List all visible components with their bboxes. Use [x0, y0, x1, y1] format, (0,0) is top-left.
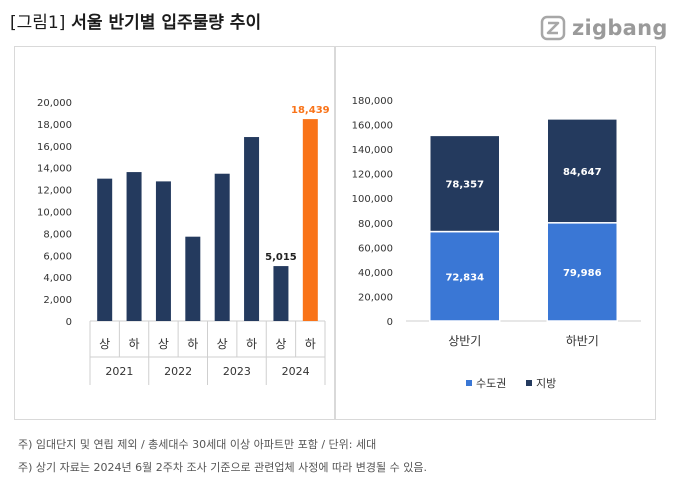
x-tick-label: 상 [99, 337, 110, 351]
y-tick-label: 60,000 [358, 243, 393, 254]
stack-segment [546, 222, 618, 322]
chart-title: [그림1] 서울 반기별 입주물량 추이 [10, 8, 261, 33]
y-tick-label: 140,000 [352, 145, 393, 156]
footnote-2: 주) 상기 자료는 2024년 6월 2주차 조사 기준으로 관련업체 사정에 … [18, 461, 427, 474]
stack-segment [429, 230, 501, 322]
x-tick-label: 하 [129, 337, 140, 351]
x-tick-label: 상 [217, 337, 228, 351]
y-tick-label: 2,000 [43, 295, 72, 306]
y-tick-label: 20,000 [358, 292, 393, 303]
zigbang-logo: zigbang [540, 14, 668, 42]
bar [273, 266, 289, 321]
x-tick-label: 하반기 [566, 334, 599, 348]
figure-label: [그림1] [10, 13, 66, 33]
y-tick-label: 100,000 [352, 194, 393, 205]
x-tick-label: 상 [275, 337, 286, 351]
bar [97, 178, 113, 321]
y-tick-label: 0 [387, 317, 393, 328]
y-tick-label: 16,000 [37, 142, 72, 153]
x-tick-label: 하 [305, 337, 316, 351]
data-label: 78,357 [445, 179, 484, 190]
y-tick-label: 6,000 [43, 251, 72, 262]
region-stacked-chart: 0 20,000 40,000 60,000 80,000 100,000 120,000 1… [352, 96, 641, 390]
logo-wordmark: zigbang [572, 16, 668, 40]
x-tick-label: 하 [187, 337, 198, 351]
bar [214, 173, 230, 321]
stack-segment [429, 134, 501, 233]
y-tick-label: 18,000 [37, 120, 72, 131]
y-tick-label: 0 [66, 317, 72, 328]
zigbang-logo-icon [540, 15, 566, 41]
stack-segment [546, 118, 618, 224]
y-tick-label: 4,000 [43, 273, 72, 284]
y-tick-label: 160,000 [352, 121, 393, 132]
y-tick-label: 120,000 [352, 170, 393, 181]
x-tick-label: 상반기 [448, 334, 481, 348]
x-group-label: 2023 [223, 365, 251, 378]
data-label: 72,834 [445, 272, 484, 283]
x-group-label: 2024 [282, 365, 310, 378]
x-tick-label: 상 [158, 337, 169, 351]
right-chart-panel: 0 20,000 40,000 60,000 80,000 100,000 120,000 1… [335, 46, 656, 420]
x-group-label: 2022 [164, 365, 192, 378]
bar [185, 236, 201, 321]
data-label: 84,647 [563, 167, 602, 178]
legend-label: 수도권 [476, 377, 506, 390]
data-label: 5,015 [265, 252, 297, 263]
y-tick-label: 12,000 [37, 186, 72, 197]
bar [126, 172, 142, 321]
bar [155, 181, 171, 321]
y-tick-label: 180,000 [352, 96, 393, 107]
y-tick-label: 80,000 [358, 219, 393, 230]
y-tick-label: 14,000 [37, 164, 72, 175]
x-tick-label: 하 [246, 337, 257, 351]
half-year-supply-chart: 0 2,000 4,000 6,000 8,000 10,000 12,000 14,000 1… [37, 98, 330, 385]
data-label: 18,439 [291, 105, 330, 116]
x-group-label: 2021 [105, 365, 133, 378]
bar [244, 137, 260, 321]
legend-label: 지방 [536, 377, 556, 390]
data-label: 79,986 [563, 268, 602, 279]
y-tick-label: 10,000 [37, 208, 72, 219]
legend-swatch [526, 380, 532, 386]
footnote-1: 주) 임대단지 및 연립 제외 / 총세대수 30세대 이상 아파트만 포함 /… [18, 438, 377, 451]
bar [302, 119, 318, 321]
y-tick-label: 8,000 [43, 229, 72, 240]
title-text: 서울 반기별 입주물량 추이 [71, 13, 262, 33]
legend-swatch [466, 380, 472, 386]
y-tick-label: 40,000 [358, 268, 393, 279]
y-tick-label: 20,000 [37, 98, 72, 109]
left-chart-panel: 0 2,000 4,000 6,000 8,000 10,000 12,000 14,000 1… [14, 46, 335, 420]
